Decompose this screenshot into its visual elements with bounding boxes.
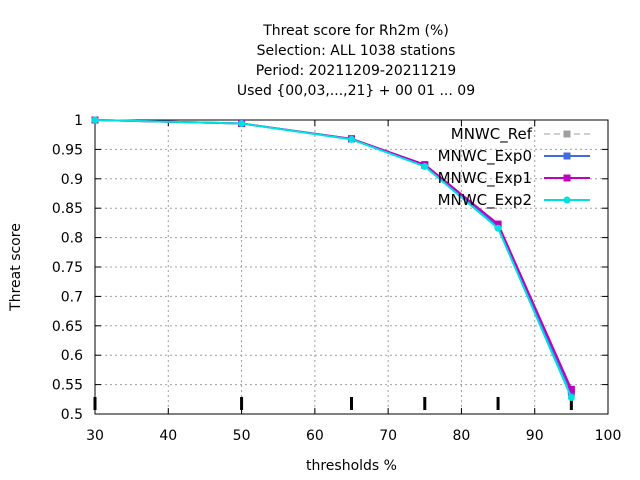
y-tick-label: 0.85 (52, 201, 83, 217)
x-tick-label: 70 (379, 428, 397, 444)
title-line: Used {00,03,...,21} + 00 01 ... 09 (237, 83, 475, 99)
x-tick-label: 50 (233, 428, 251, 444)
y-tick-label: 0.7 (61, 289, 83, 305)
legend-label: MNWC_Exp2 (438, 191, 532, 210)
legend-label: MNWC_Exp0 (438, 147, 532, 166)
legend-label: MNWC_Ref (451, 125, 533, 144)
x-tick-label: 80 (453, 428, 471, 444)
x-tick-label: 90 (526, 428, 544, 444)
legend-marker (563, 130, 571, 138)
series (91, 116, 575, 402)
legend-label: MNWC_Exp1 (438, 169, 532, 188)
data-point (567, 394, 575, 402)
x-axis-label: thresholds % (306, 458, 397, 474)
data-point (238, 120, 246, 128)
y-tick-label: 0.65 (52, 319, 83, 335)
x-tick-label: 60 (306, 428, 324, 444)
series-mnwc-exp2 (91, 116, 575, 402)
y-tick-label: 0.95 (52, 142, 83, 158)
x-tick-label: 100 (595, 428, 622, 444)
data-point (494, 220, 502, 228)
y-tick-label: 0.55 (52, 378, 83, 394)
x-axis-ticks: 30 40 50 60 70 80 90 100 (86, 120, 621, 444)
data-point (348, 135, 355, 143)
title-line: Selection: ALL 1038 stations (257, 43, 456, 59)
data-point (91, 116, 99, 124)
legend-marker (563, 196, 571, 204)
threshold-markers (93, 397, 573, 410)
x-tick-label: 30 (86, 428, 104, 444)
y-tick-label: 0.75 (52, 260, 83, 276)
y-tick-label: 0.5 (61, 407, 83, 423)
title-line: Threat score for Rh2m (%) (262, 23, 449, 39)
y-axis-ticks: 0.5 0.55 0.6 0.65 0.7 0.75 0.8 0.85 0.9 0.95 1 (52, 113, 608, 423)
legend-marker (563, 174, 571, 182)
data-point (567, 385, 575, 393)
y-tick-label: 0.6 (61, 348, 83, 364)
title-line: Period: 20211209-20211219 (256, 63, 456, 79)
data-point (494, 224, 502, 232)
chart-title: Threat score for Rh2m (%) Selection: ALL … (237, 23, 475, 99)
data-point (421, 162, 429, 170)
y-tick-label: 0.9 (61, 172, 83, 188)
grid (95, 120, 608, 414)
series-line (94, 119, 573, 398)
legend: MNWC_Ref MNWC_Exp0 MNWC_Exp1 MNWC_Exp2 (438, 125, 590, 210)
y-axis-label: Threat score (8, 223, 24, 312)
y-tick-label: 0.8 (61, 231, 83, 247)
legend-marker (563, 152, 571, 160)
y-tick-label: 1 (74, 113, 83, 129)
x-tick-label: 40 (159, 428, 177, 444)
